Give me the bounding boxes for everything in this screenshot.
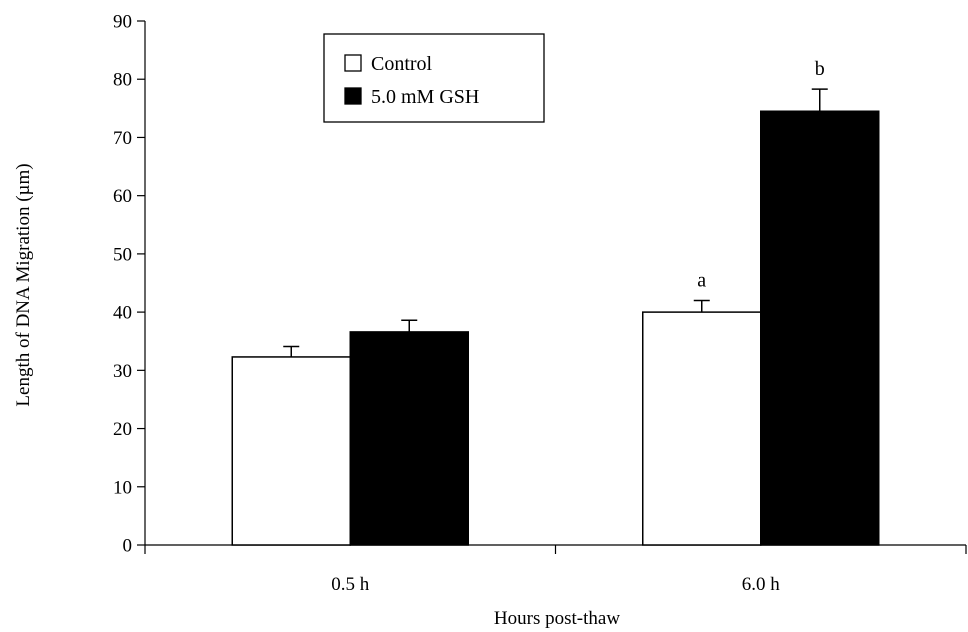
bar: [760, 110, 880, 546]
axes: 0 10 20 30 40 50 60 70 80 90 0.5 h 6.0 h: [113, 12, 967, 595]
y-tick-label: 0: [123, 536, 133, 557]
y-tick-label: 20: [113, 419, 132, 440]
y-axis-title: Length of DNA Migration (µm): [13, 163, 34, 406]
y-tick-label: 40: [113, 303, 132, 324]
legend: Control 5.0 mM GSH: [323, 33, 545, 123]
legend-box: [323, 33, 545, 123]
legend-swatch: [344, 87, 362, 105]
y-tick-label: 70: [113, 128, 132, 149]
bar: [642, 311, 762, 546]
x-axis-title: Hours post-thaw: [494, 608, 620, 629]
y-tick-label: 50: [113, 244, 132, 265]
legend-label: Control: [371, 53, 433, 75]
legend-swatch: [344, 54, 362, 72]
significance-label: a: [697, 269, 706, 291]
y-tick-label: 10: [113, 477, 132, 498]
x-tick-label: 0.5 h: [331, 574, 370, 595]
bars: ab: [231, 58, 880, 546]
y-tick-label: 30: [113, 361, 132, 382]
significance-label: b: [815, 58, 825, 80]
x-tick-label: 6.0 h: [742, 574, 781, 595]
y-tick-label: 90: [113, 12, 132, 33]
y-tick-label: 80: [113, 70, 132, 91]
legend-label: 5.0 mM GSH: [371, 86, 479, 108]
bar: [231, 356, 351, 546]
bar: [349, 331, 469, 546]
y-tick-label: 60: [113, 186, 132, 207]
